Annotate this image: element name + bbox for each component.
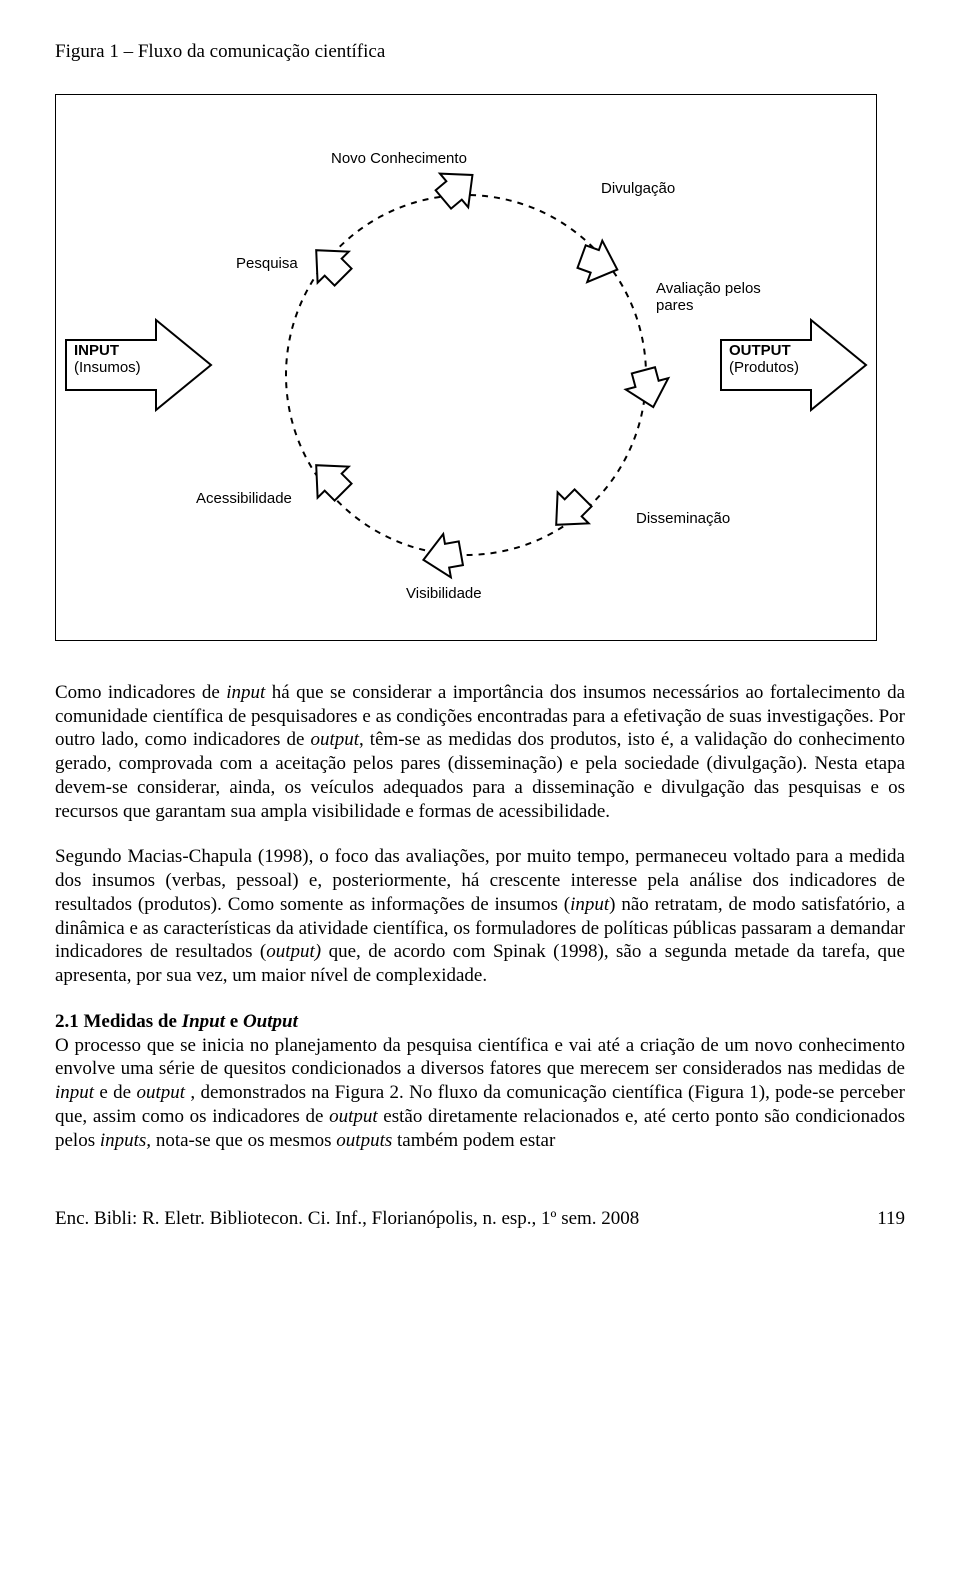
p3-b: e de [94, 1082, 136, 1103]
figure-flow-diagram: INPUT (Insumos) OUTPUT (Produtos) Pesqui… [55, 94, 877, 641]
paragraph-2: Segundo Macias-Chapula (1998), o foco da… [55, 845, 905, 988]
p1-a: Como indicadores de [55, 682, 226, 703]
figure-title: Figura 1 – Fluxo da comunicação científi… [55, 40, 905, 64]
node-novo-conhecimento: Novo Conhecimento [331, 150, 467, 169]
p3-i4: inputs, [100, 1130, 151, 1151]
input-label-sub: (Insumos) [74, 359, 141, 376]
p1-i2: output [310, 729, 359, 750]
p2-i2: output) [266, 941, 321, 962]
section-num: 2.1 Medidas de [55, 1011, 182, 1032]
footer-citation: Enc. Bibli: R. Eletr. Bibliotecon. Ci. I… [55, 1207, 639, 1231]
node-avaliacao-pares-l1: Avaliação pelos [656, 280, 761, 297]
node-visibilidade: Visibilidade [406, 585, 482, 604]
input-label: INPUT (Insumos) [74, 342, 141, 377]
node-pesquisa: Pesquisa [236, 255, 298, 274]
node-acessibilidade: Acessibilidade [196, 490, 292, 509]
node-avaliacao-pares-l2: pares [656, 297, 694, 314]
p3-i2: output [136, 1082, 190, 1103]
section-2-1-title: 2.1 Medidas de Input e Output [55, 1010, 905, 1034]
node-avaliacao-pares: Avaliação pelos pares [656, 280, 761, 315]
page-footer: Enc. Bibli: R. Eletr. Bibliotecon. Ci. I… [55, 1207, 905, 1231]
output-label-sub: (Produtos) [729, 359, 799, 376]
p1-i1: input [226, 682, 265, 703]
section-i1: Input [182, 1011, 225, 1032]
p3-a: O processo que se inicia no planejamento… [55, 1035, 905, 1080]
paragraph-3: O processo que se inicia no planejamento… [55, 1034, 905, 1153]
p3-i1: input [55, 1082, 94, 1103]
p3-f: também podem estar [392, 1130, 555, 1151]
p3-i5: outputs [336, 1130, 392, 1151]
footer-page-number: 119 [877, 1207, 905, 1231]
node-disseminacao: Disseminação [636, 510, 730, 529]
p3-e: nota-se que os mesmos [151, 1130, 336, 1151]
section-i2: Output [243, 1011, 298, 1032]
section-and: e [225, 1011, 243, 1032]
node-divulgacao: Divulgação [601, 180, 675, 199]
p2-i1: input [570, 894, 609, 915]
output-label-bold: OUTPUT [729, 342, 791, 359]
output-label: OUTPUT (Produtos) [729, 342, 799, 377]
p3-i3: output [329, 1106, 378, 1127]
input-label-bold: INPUT [74, 342, 119, 359]
paragraph-1: Como indicadores de input há que se cons… [55, 681, 905, 824]
